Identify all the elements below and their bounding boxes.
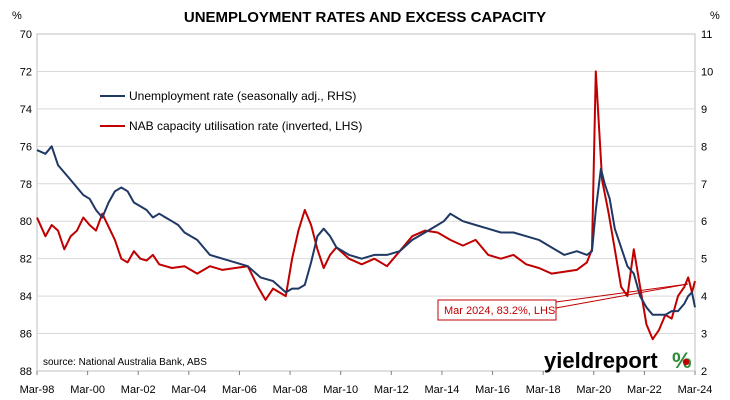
left-tick-label: 72	[20, 66, 32, 78]
x-tick-label: Mar-24	[678, 384, 713, 396]
series-layer	[36, 70, 696, 341]
x-tick-label: Mar-04	[171, 384, 206, 396]
left-tick-label: 78	[20, 179, 32, 191]
right-tick-label: 4	[701, 291, 707, 303]
left-tick-label: 76	[20, 141, 32, 153]
left-axis-unit: %	[12, 10, 22, 22]
annotation-text: Mar 2024, 83.2%, LHS	[444, 305, 555, 317]
x-tick-label: Mar-10	[323, 384, 358, 396]
right-tick-label: 7	[701, 179, 707, 191]
legend-label-capacity: NAB capacity utilisation rate (inverted,…	[129, 119, 362, 133]
left-axis: 70 72 74 76 78 80 82 84 86 88	[20, 29, 32, 378]
left-tick-label: 86	[20, 329, 32, 341]
gridlines	[37, 70, 695, 335]
x-tick-label: Mar-02	[121, 384, 156, 396]
annotation-leader-line-2	[555, 283, 689, 303]
x-tick-label: Mar-18	[526, 384, 561, 396]
annotation-callout: Mar 2024, 83.2%, LHS	[437, 283, 689, 321]
right-tick-label: 3	[701, 329, 707, 341]
right-tick-label: 9	[701, 104, 707, 116]
legend-label-unemployment: Unemployment rate (seasonally adj., RHS)	[129, 89, 356, 103]
chart-title: UNEMPLOYMENT RATES AND EXCESS CAPACITY	[184, 9, 546, 26]
right-tick-label: 11	[701, 29, 712, 41]
x-tick-label: Mar-16	[475, 384, 510, 396]
x-tick-label: Mar-08	[273, 384, 308, 396]
source-note: source: National Australia Bank, ABS	[43, 357, 207, 368]
x-tick-label: Mar-22	[627, 384, 662, 396]
annotation-box	[437, 299, 557, 321]
series-line-unemployment	[36, 145, 696, 316]
right-axis: 11 10 9 8 7 6 5 4 3 2	[701, 29, 713, 378]
brand-dot-icon	[682, 358, 690, 366]
brand-logo: yieldreport %	[544, 348, 692, 373]
x-axis: Mar-98 Mar-00 Mar-02 Mar-04 Mar-06 Mar-08 Mar-…	[20, 371, 713, 396]
x-tick-label: Mar-12	[374, 384, 409, 396]
left-tick-label: 82	[20, 254, 32, 266]
right-tick-label: 5	[701, 254, 707, 266]
annotation-leader-line	[555, 283, 689, 309]
brand-percent-icon: %	[672, 348, 692, 373]
left-tick-label: 70	[20, 29, 32, 41]
right-tick-label: 6	[701, 216, 707, 228]
left-tick-label: 88	[20, 366, 32, 378]
left-tick-label: 74	[20, 104, 32, 116]
left-tick-label: 84	[20, 291, 32, 303]
x-tick-label: Mar-14	[425, 384, 460, 396]
x-tick-label: Mar-20	[576, 384, 611, 396]
right-tick-label: 8	[701, 141, 707, 153]
brand-wordmark: yieldreport	[544, 348, 658, 373]
x-tick-label: Mar-98	[20, 384, 55, 396]
plot-area	[36, 33, 696, 372]
right-tick-label: 10	[701, 66, 713, 78]
legend: Unemployment rate (seasonally adj., RHS)…	[100, 89, 362, 133]
left-tick-label: 80	[20, 216, 32, 228]
right-tick-label: 2	[701, 366, 707, 378]
right-axis-unit: %	[710, 10, 720, 22]
x-tick-label: Mar-00	[70, 384, 105, 396]
x-tick-label: Mar-06	[222, 384, 257, 396]
